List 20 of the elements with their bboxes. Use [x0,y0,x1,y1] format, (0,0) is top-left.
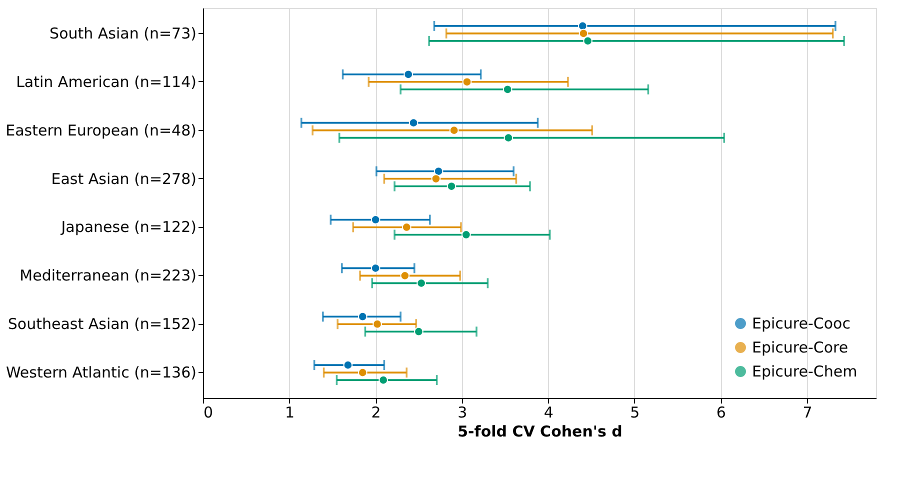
x-tick-label: 7 [802,404,812,422]
x-tick-label: 5 [630,404,640,422]
y-tick-label: South Asian (n=73) [50,24,196,42]
legend-label: Epicure-Cooc [752,314,850,332]
x-tick-label: 2 [371,404,381,422]
legend-label: Epicure-Chem [752,362,858,380]
y-tick-label: Japanese (n=122) [60,218,196,236]
y-tick-label: Southeast Asian (n=152) [8,315,196,334]
x-tick-label: 3 [458,404,468,422]
y-tick-label: Western Atlantic (n=136) [6,364,196,382]
x-tick-label: 6 [716,404,726,422]
x-axis-title: 5-fold CV Cohen's d [458,422,622,440]
x-tick-label: 4 [544,404,554,422]
x-tick-label: 1 [285,404,295,422]
legend-label: Epicure-Core [752,338,848,356]
y-tick-label: Mediterranean (n=223) [20,266,196,285]
y-tick-label: Eastern European (n=48) [6,121,196,140]
y-tick-label: East Asian (n=278) [51,170,196,188]
y-tick-label: Latin American (n=114) [16,72,196,91]
x-tick-label: 0 [204,404,214,422]
